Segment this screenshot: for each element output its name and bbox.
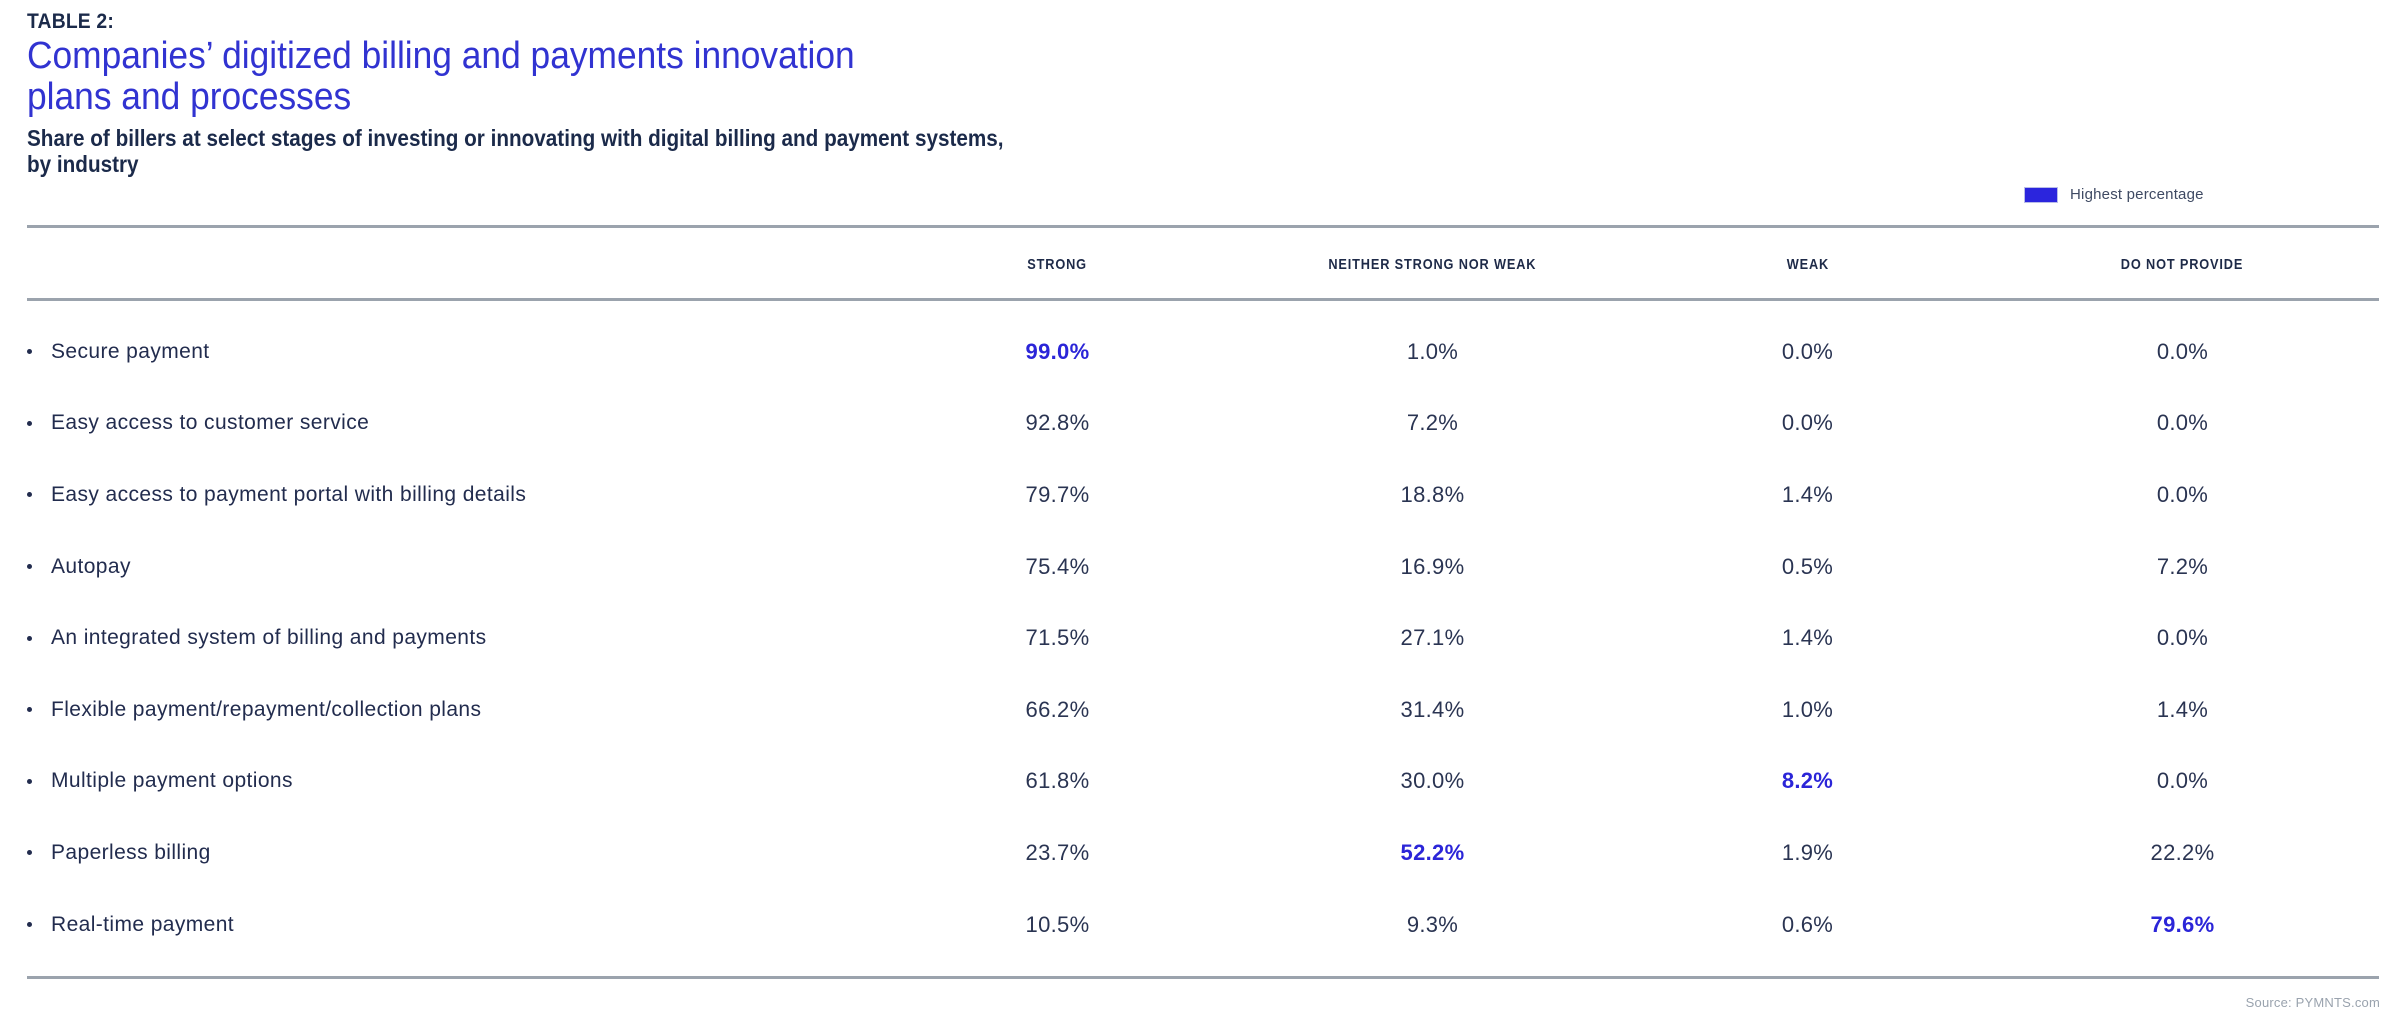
value-cell: 1.0% [1406,338,1459,364]
value-cell: 23.7% [1025,839,1090,865]
value-cell: 0.0% [1781,410,1834,436]
page-title: Companies’ digitized billing and payment… [27,36,917,118]
legend: Highest percentage [2024,186,2204,203]
table-row: Paperless billing 23.7% 52.2% 1.9% 22.2% [27,817,2379,889]
value-cell: 1.4% [1781,625,1834,651]
subtitle: Share of billers at select stages of inv… [27,125,1112,177]
row-label-cell: Easy access to payment portal with billi… [27,459,870,531]
value-cell: 71.5% [1025,625,1090,651]
value-cell: 0.0% [2156,768,2209,794]
value-cell: 16.9% [1400,553,1465,579]
value-cell: 0.6% [1781,911,1834,937]
value-cell: 9.3% [1406,911,1459,937]
table-row: Easy access to payment portal with billi… [27,459,2379,531]
table-number-label: TABLE 2: [27,10,122,34]
column-header-neither: NEITHER STRONG NOR WEAK [1328,256,1537,273]
column-header-do-not-provide: DO NOT PROVIDE [2121,256,2244,273]
subtitle-line-2: by industry [27,151,139,177]
value-cell: 61.8% [1025,768,1090,794]
row-label-cell: Multiple payment options [27,746,870,818]
bullet-icon [27,420,32,426]
value-cell-highlighted: 52.2% [1400,839,1465,865]
value-cell: 66.2% [1025,696,1090,722]
highest-percentage-swatch-icon [2024,186,2058,203]
bullet-icon [27,492,32,498]
value-cell: 75.4% [1025,553,1090,579]
value-cell: 10.5% [1025,911,1090,937]
row-label: Paperless billing [51,840,211,864]
value-cell: 0.5% [1781,553,1834,579]
row-label: Flexible payment/repayment/collection pl… [51,697,482,721]
title-line-1: Companies’ digitized billing and payment… [27,35,855,77]
bullet-icon [27,707,32,713]
value-cell: 79.7% [1025,481,1090,507]
value-cell: 92.8% [1025,410,1090,436]
row-label-cell: An integrated system of billing and paym… [27,602,870,674]
value-cell: 0.0% [1781,338,1834,364]
value-cell: 18.8% [1400,481,1465,507]
table-row: Secure payment 99.0% 1.0% 0.0% 0.0% [27,316,2379,388]
value-cell: 7.2% [2156,553,2209,579]
row-label: Real-time payment [51,912,235,936]
table-row: Flexible payment/repayment/collection pl… [27,674,2379,746]
table-body: Secure payment 99.0% 1.0% 0.0% 0.0% Easy acce… [27,316,2379,960]
subtitle-line-1: Share of billers at select stages of inv… [27,125,1004,151]
table-row: Autopay 75.4% 16.9% 0.5% 7.2% [27,531,2379,603]
legend-label: Highest percentage [2070,186,2204,203]
value-cell-highlighted: 79.6% [2150,911,2215,937]
table-number-text: TABLE 2: [27,10,114,33]
value-cell: 30.0% [1400,768,1465,794]
value-cell: 31.4% [1400,696,1465,722]
column-header-weak: WEAK [1786,256,1829,273]
table-row: An integrated system of billing and paym… [27,602,2379,674]
divider-bottom [27,976,2379,979]
value-cell: 1.0% [1781,696,1834,722]
value-cell: 0.0% [2156,481,2209,507]
row-label-cell: Paperless billing [27,817,870,889]
value-cell: 1.4% [1781,481,1834,507]
header-spacer [27,240,870,290]
value-cell: 0.0% [2156,338,2209,364]
row-label-cell: Flexible payment/repayment/collection pl… [27,674,870,746]
table-row: Multiple payment options 61.8% 30.0% 8.2% 0.… [27,746,2379,818]
bullet-icon [27,349,32,355]
column-header-strong: STRONG [1027,256,1088,273]
row-label-cell: Easy access to customer service [27,388,870,460]
value-cell: 0.0% [2156,625,2209,651]
value-cell: 27.1% [1400,625,1465,651]
value-cell-highlighted: 99.0% [1025,338,1090,364]
value-cell: 7.2% [1406,410,1459,436]
row-label: Secure payment [51,339,210,363]
table-row: Easy access to customer service 92.8% 7.2%… [27,388,2379,460]
row-label-cell: Autopay [27,531,870,603]
value-cell: 22.2% [2150,839,2215,865]
row-label: Multiple payment options [51,769,293,793]
value-cell: 1.9% [1781,839,1834,865]
value-cell: 1.4% [2156,696,2209,722]
row-label-cell: Real-time payment [27,889,870,961]
row-label: Easy access to payment portal with billi… [51,482,527,506]
table-header-row: STRONG NEITHER STRONG NOR WEAK WEAK DO N… [27,240,2379,290]
bullet-icon [27,778,32,784]
bullet-icon [27,564,32,570]
table-row: Real-time payment 10.5% 9.3% 0.6% 79.6% [27,889,2379,961]
title-line-2: plans and processes [27,76,352,118]
row-label: Autopay [51,554,131,578]
row-label: An integrated system of billing and paym… [51,626,487,650]
bullet-icon [27,850,32,856]
value-cell-highlighted: 8.2% [1781,768,1834,794]
bullet-icon [27,922,32,928]
value-cell: 0.0% [2156,410,2209,436]
row-label-cell: Secure payment [27,316,870,388]
divider-top [27,225,2379,228]
bullet-icon [27,635,32,641]
source-attribution: Source: PYMNTS.com [2245,995,2380,1010]
row-label: Easy access to customer service [51,411,370,435]
divider-header [27,298,2379,301]
